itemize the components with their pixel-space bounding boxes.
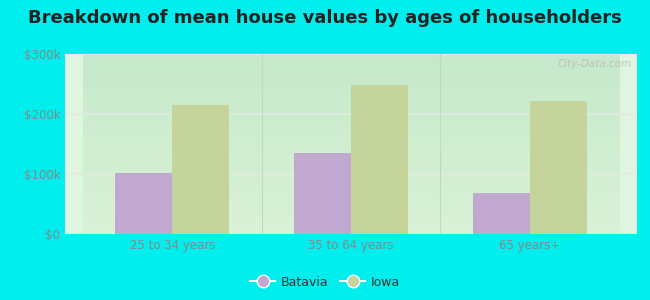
Bar xyxy=(294,153,351,234)
Bar xyxy=(473,193,530,234)
Legend: Batavia, Iowa: Batavia, Iowa xyxy=(245,271,405,294)
Bar xyxy=(115,173,172,234)
Text: City-Data.com: City-Data.com xyxy=(557,59,631,69)
Bar xyxy=(351,85,408,234)
Bar xyxy=(530,101,587,234)
Bar xyxy=(172,105,229,234)
Text: Breakdown of mean house values by ages of householders: Breakdown of mean house values by ages o… xyxy=(28,9,622,27)
